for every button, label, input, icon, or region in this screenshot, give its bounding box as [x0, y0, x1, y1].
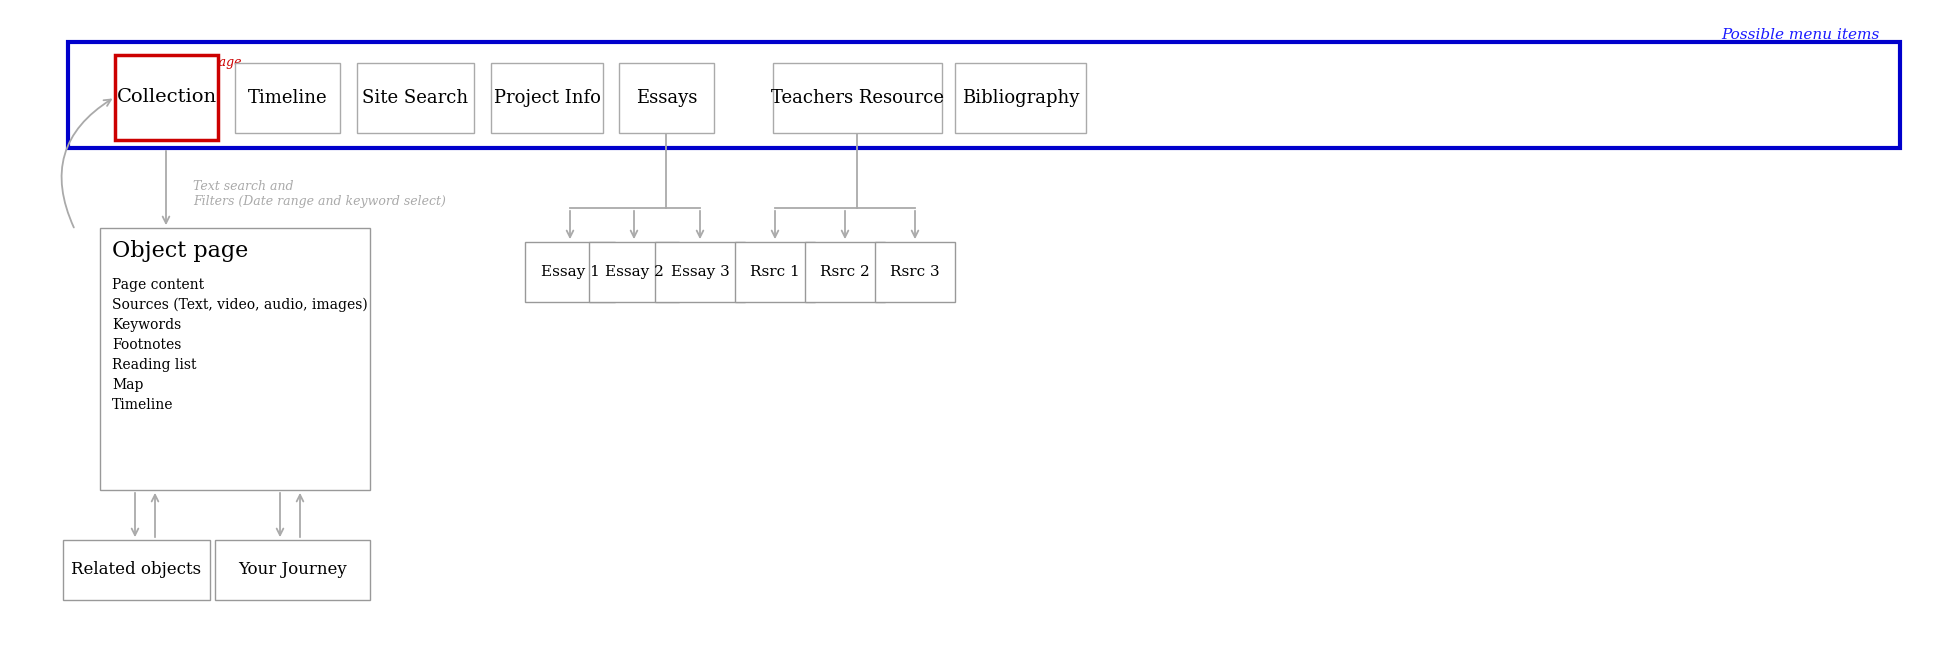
Bar: [735, 242, 815, 302]
Text: Page content: Page content: [111, 278, 203, 292]
Text: Text search and
Filters (Date range and keyword select): Text search and Filters (Date range and …: [194, 180, 446, 208]
Text: Landing Page: Landing Page: [154, 56, 240, 69]
Bar: [772, 63, 942, 133]
Text: Essays: Essays: [635, 89, 696, 107]
Text: Essay 1: Essay 1: [540, 265, 598, 279]
Text: Bibliography: Bibliography: [962, 89, 1079, 107]
Bar: [954, 63, 1085, 133]
Bar: [618, 63, 714, 133]
Text: Collection: Collection: [117, 88, 217, 106]
Bar: [100, 228, 369, 490]
Text: Your Journey: Your Journey: [239, 562, 346, 578]
Text: Related objects: Related objects: [72, 562, 201, 578]
Bar: [491, 63, 602, 133]
Text: Rsrc 3: Rsrc 3: [890, 265, 938, 279]
Text: Keywords: Keywords: [111, 318, 182, 332]
Bar: [215, 540, 369, 600]
Bar: [115, 55, 217, 140]
Bar: [805, 242, 884, 302]
Bar: [63, 540, 209, 600]
Text: Object page: Object page: [111, 240, 248, 262]
Text: Site Search: Site Search: [362, 89, 469, 107]
Text: Timeline: Timeline: [248, 89, 326, 107]
Bar: [358, 63, 473, 133]
Bar: [588, 242, 678, 302]
Text: Project Info: Project Info: [493, 89, 600, 107]
Text: Footnotes: Footnotes: [111, 338, 182, 352]
Text: Rsrc 2: Rsrc 2: [819, 265, 870, 279]
Bar: [655, 242, 745, 302]
Text: Timeline: Timeline: [111, 398, 174, 412]
Bar: [874, 242, 954, 302]
Bar: [235, 63, 340, 133]
Bar: [68, 42, 1898, 148]
Text: Teachers Resource: Teachers Resource: [770, 89, 944, 107]
Text: Essay 2: Essay 2: [604, 265, 663, 279]
Text: Essay 3: Essay 3: [671, 265, 729, 279]
Text: Map: Map: [111, 378, 143, 392]
Text: Possible menu items: Possible menu items: [1720, 28, 1879, 42]
Bar: [524, 242, 614, 302]
FancyArrowPatch shape: [61, 100, 111, 228]
Text: Rsrc 1: Rsrc 1: [749, 265, 800, 279]
Text: Sources (Text, video, audio, images): Sources (Text, video, audio, images): [111, 298, 368, 313]
Text: Reading list: Reading list: [111, 358, 196, 372]
